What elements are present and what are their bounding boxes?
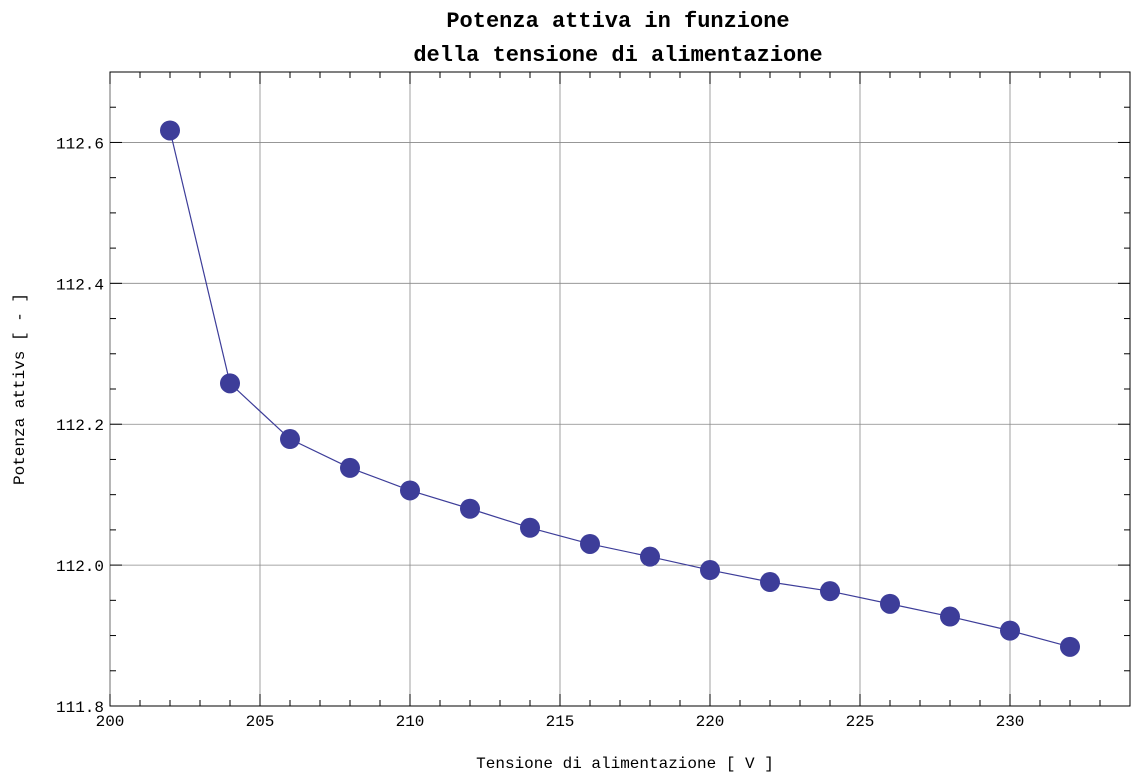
- data-point: [1060, 636, 1080, 657]
- data-point: [400, 480, 420, 501]
- x-tick-label: 210: [396, 713, 425, 731]
- data-point: [580, 533, 600, 554]
- data-point: [940, 606, 960, 627]
- x-tick-label: 220: [696, 713, 725, 731]
- y-tick-label: 112.0: [56, 558, 104, 576]
- series-line: [169, 130, 1071, 648]
- grid-lines: [109, 72, 1130, 706]
- x-tick-label: 205: [246, 713, 275, 731]
- data-point: [700, 560, 720, 581]
- y-tick-label: 112.4: [56, 276, 104, 294]
- y-axis-label: Potenza attivs [ - ]: [11, 293, 29, 485]
- data-point: [520, 517, 540, 538]
- x-tick-label: 230: [996, 713, 1025, 731]
- data-point: [880, 593, 900, 614]
- plot-area: 200 205 210 215 220 225 230 111.8 112.0 112.2 112.…: [56, 71, 1131, 731]
- x-tick-label: 225: [846, 713, 875, 731]
- x-tick-label: 215: [546, 713, 575, 731]
- chart-title-line1: Potenza attiva in funzione: [446, 9, 789, 34]
- data-point: [460, 498, 480, 519]
- x-axis-label: Tensione di alimentazione [ V ]: [476, 755, 774, 773]
- y-tick-label: 111.8: [56, 699, 104, 717]
- x-tick-label: 200: [96, 713, 125, 731]
- data-point: [220, 373, 240, 394]
- data-point: [160, 120, 180, 141]
- axis-ticks: 200 205 210 215 220 225 230 111.8 112.0 112.2 112.…: [56, 71, 1131, 731]
- chart-title-line2: della tensione di alimentazione: [413, 43, 822, 68]
- data-point: [1000, 620, 1020, 641]
- y-tick-label: 112.2: [56, 417, 104, 435]
- data-point: [340, 457, 360, 478]
- data-point: [640, 546, 660, 567]
- data-point: [820, 581, 840, 602]
- data-series: [160, 120, 1080, 657]
- data-point: [760, 572, 780, 593]
- plot-frame: [109, 71, 1131, 707]
- data-point: [280, 429, 300, 450]
- y-tick-label: 112.6: [56, 135, 104, 153]
